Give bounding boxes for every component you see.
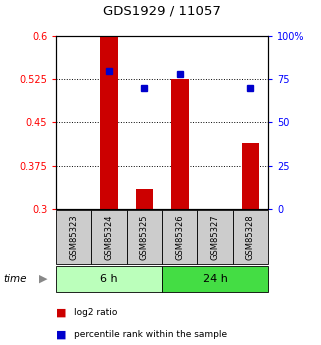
Text: ■: ■ (56, 307, 67, 317)
Bar (162, 266, 268, 292)
Bar (135, 189, 153, 209)
Bar (56, 266, 162, 292)
Text: percentile rank within the sample: percentile rank within the sample (74, 330, 227, 339)
Text: time: time (3, 274, 27, 284)
Bar (127, 210, 162, 264)
Text: GSM85328: GSM85328 (246, 214, 255, 260)
Text: 24 h: 24 h (203, 274, 228, 284)
Bar (171, 79, 188, 209)
Bar (56, 210, 91, 264)
Text: log2 ratio: log2 ratio (74, 308, 117, 317)
Text: ■: ■ (56, 330, 67, 339)
Text: ▶: ▶ (39, 274, 48, 284)
Text: GDS1929 / 11057: GDS1929 / 11057 (103, 4, 221, 17)
Text: GSM85327: GSM85327 (211, 214, 220, 260)
Text: GSM85326: GSM85326 (175, 214, 184, 260)
Text: GSM85323: GSM85323 (69, 214, 78, 260)
Bar (197, 210, 233, 264)
Text: 6 h: 6 h (100, 274, 118, 284)
Bar (162, 210, 197, 264)
Text: GSM85324: GSM85324 (105, 215, 114, 260)
Bar (241, 142, 259, 209)
Text: GSM85325: GSM85325 (140, 215, 149, 260)
Bar (100, 36, 118, 209)
Bar (233, 210, 268, 264)
Bar (91, 210, 127, 264)
